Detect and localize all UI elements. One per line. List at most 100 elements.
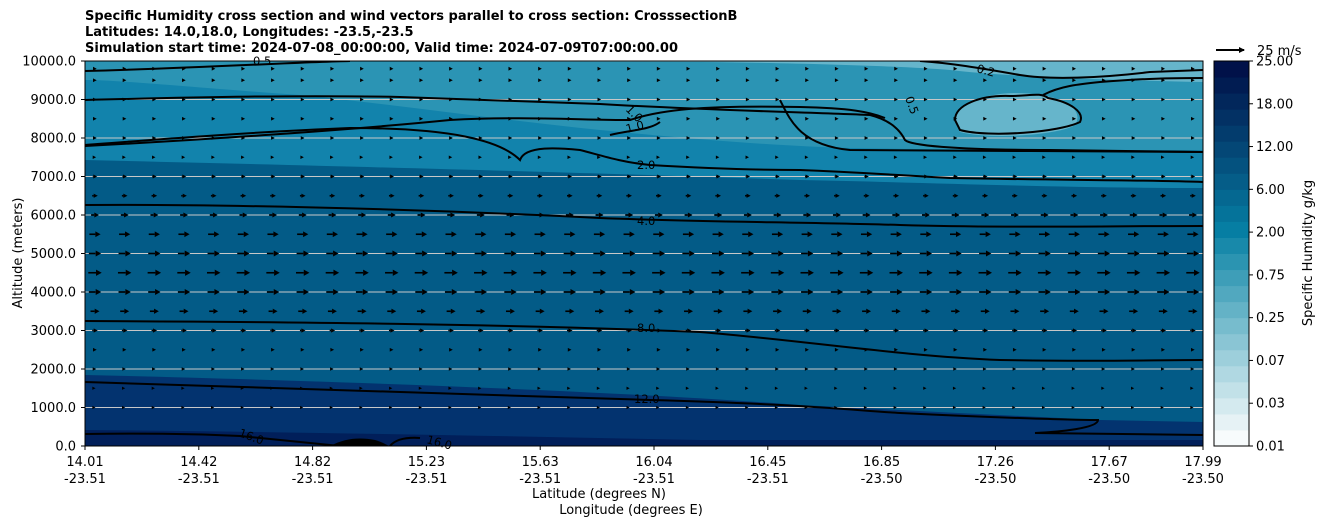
colorbar-tick-label: 12.00	[1256, 140, 1293, 155]
wind-arrow-head	[895, 212, 901, 218]
wind-arrow-head	[538, 193, 543, 198]
wind-arrow	[745, 193, 751, 198]
wind-arrow	[1012, 193, 1018, 198]
wind-arrow-head	[807, 250, 814, 257]
wind-arrow	[271, 136, 275, 140]
wind-arrow	[1070, 212, 1079, 218]
wind-arrow	[508, 66, 513, 71]
wind-arrow-head	[716, 97, 720, 102]
wind-arrow	[567, 328, 573, 333]
wind-arrow-head	[509, 212, 515, 218]
wind-arrow-head	[478, 367, 482, 371]
wind-arrow	[538, 116, 542, 121]
wind-arrow-head	[389, 97, 394, 102]
wind-arrow-head	[1015, 269, 1022, 276]
wind-arrow	[1041, 405, 1046, 410]
wind-arrow-head	[329, 386, 333, 390]
wind-arrow-head	[419, 136, 424, 140]
wind-arrow-head	[806, 212, 812, 218]
contour-label: 16.0	[425, 432, 453, 452]
wind-arrow	[1100, 212, 1108, 218]
wind-arrow-head	[923, 97, 928, 102]
wind-arrow	[771, 231, 784, 238]
wind-arrow	[863, 328, 870, 333]
wind-arrow	[360, 116, 364, 121]
wind-arrow	[1101, 347, 1106, 352]
wind-arrow	[951, 308, 961, 314]
wind-arrow	[656, 367, 660, 371]
wind-arrow	[147, 269, 162, 276]
wind-arrow-head	[745, 78, 750, 83]
colorbar-band	[1214, 349, 1249, 367]
wind-arrow-head	[626, 367, 631, 371]
wind-arrow-head	[359, 155, 364, 160]
wind-arrow	[622, 269, 636, 276]
wind-arrow-head	[1102, 174, 1107, 179]
wind-arrow-head	[1042, 97, 1047, 102]
y-tick-label: 7000.0	[31, 170, 77, 185]
wind-arrow	[360, 136, 364, 140]
wind-arrow-head	[748, 231, 754, 238]
wind-arrow-head	[983, 347, 987, 352]
wind-arrow-head	[686, 174, 691, 179]
wind-arrow-head	[983, 193, 989, 198]
wind-arrow	[386, 231, 398, 238]
wind-arrow-head	[952, 405, 957, 410]
wind-arrow	[152, 155, 156, 160]
wind-arrow-head	[361, 308, 367, 314]
wind-arrow-head	[155, 250, 161, 257]
wind-arrow	[122, 136, 127, 140]
wind-arrow-head	[1133, 308, 1139, 314]
wind-arrow-head	[95, 289, 102, 295]
wind-arrow	[982, 386, 986, 390]
wind-arrow-head	[656, 155, 660, 160]
wind-arrow	[237, 289, 250, 295]
wind-arrow-head	[273, 231, 279, 238]
wind-arrow	[329, 405, 333, 410]
contour-16.0-right	[389, 436, 421, 446]
wind-arrow-head	[926, 269, 933, 276]
wind-arrow-head	[866, 308, 872, 314]
wind-arrow	[652, 250, 665, 257]
wind-arrow	[330, 136, 335, 140]
contour-4.0	[85, 203, 1203, 228]
wind-arrow-head	[689, 250, 695, 257]
wind-arrow-head	[923, 116, 928, 121]
wind-arrow-head	[597, 78, 602, 83]
wind-arrow-head	[510, 231, 517, 238]
wind-arrow-head	[1162, 328, 1167, 333]
wind-arrow	[597, 155, 601, 160]
wind-arrow	[419, 367, 423, 371]
wind-arrow-head	[300, 386, 304, 390]
wind-arrow	[565, 212, 574, 218]
wind-arrow	[1071, 193, 1078, 198]
wind-arrow	[1161, 174, 1166, 179]
wind-arrow-head	[271, 174, 276, 179]
wind-arrow-head	[1191, 78, 1195, 83]
wind-arrow-head	[362, 231, 368, 238]
wind-arrow-head	[418, 386, 422, 390]
wind-arrow	[771, 289, 784, 295]
wind-arrow	[1012, 386, 1016, 390]
wind-arrow-head	[686, 66, 691, 71]
wind-arrow-head	[685, 405, 690, 410]
wind-arrow	[745, 66, 750, 71]
wind-arrow	[93, 347, 97, 352]
wind-arrow-head	[243, 308, 248, 314]
wind-arrow	[211, 116, 216, 121]
colorbar-band	[1214, 141, 1249, 158]
wind-arrow	[237, 231, 249, 238]
wind-arrow	[745, 174, 751, 179]
wind-arrow	[860, 289, 873, 295]
wind-arrow	[538, 97, 542, 102]
x-axis-ticks: 14.01-23.5114.42-23.5114.82-23.5115.23-2…	[64, 446, 1224, 487]
wind-arrow	[1012, 116, 1017, 121]
contour-label: 0.5	[902, 94, 921, 116]
wind-arrow	[624, 308, 634, 314]
wind-arrow-head	[538, 116, 542, 121]
wind-arrow	[1187, 231, 1199, 238]
wind-arrow-head	[240, 405, 244, 410]
wind-arrow	[626, 386, 630, 390]
y-tick-label: 2000.0	[31, 363, 77, 378]
wind-arrow	[745, 136, 750, 140]
